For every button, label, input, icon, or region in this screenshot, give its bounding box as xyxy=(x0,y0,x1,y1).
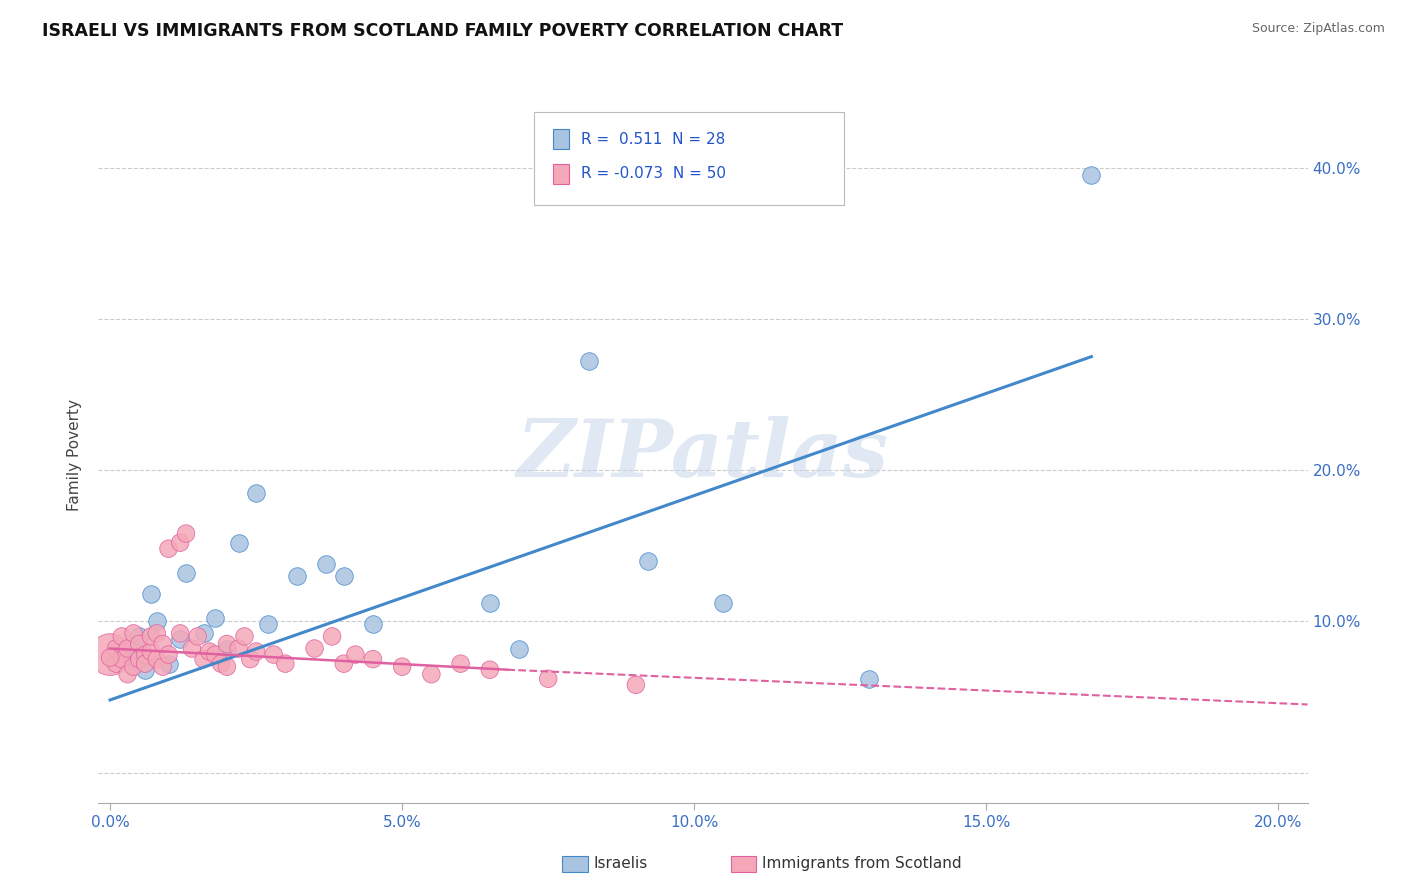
Point xyxy=(478,596,501,610)
Point xyxy=(128,652,150,666)
Point xyxy=(204,611,226,625)
Text: ISRAELI VS IMMIGRANTS FROM SCOTLAND FAMILY POVERTY CORRELATION CHART: ISRAELI VS IMMIGRANTS FROM SCOTLAND FAMI… xyxy=(42,22,844,40)
Text: R =  0.511  N = 28: R = 0.511 N = 28 xyxy=(581,132,725,146)
Point xyxy=(193,626,215,640)
Text: Immigrants from Scotland: Immigrants from Scotland xyxy=(762,856,962,871)
Point xyxy=(169,626,191,640)
Point xyxy=(361,617,384,632)
Point xyxy=(508,641,530,656)
Point xyxy=(256,617,278,632)
Point xyxy=(111,652,134,666)
Point xyxy=(332,657,354,671)
Y-axis label: Family Poverty: Family Poverty xyxy=(67,399,83,511)
Point xyxy=(122,659,145,673)
Point xyxy=(858,672,880,686)
Point xyxy=(128,629,150,643)
Point xyxy=(344,648,367,662)
Point xyxy=(537,672,560,686)
Point xyxy=(152,659,174,673)
Point xyxy=(228,641,250,656)
Point xyxy=(139,644,162,658)
Point xyxy=(209,657,232,671)
Point xyxy=(139,587,162,601)
Text: Israelis: Israelis xyxy=(593,856,648,871)
Point xyxy=(157,657,180,671)
Point xyxy=(157,648,180,662)
Point xyxy=(1080,168,1102,182)
Point xyxy=(239,652,262,666)
Point xyxy=(98,648,121,662)
Point xyxy=(315,557,337,571)
Point xyxy=(128,637,150,651)
Point xyxy=(578,354,600,368)
Point xyxy=(152,637,174,651)
Point xyxy=(285,569,308,583)
Point xyxy=(263,648,285,662)
Point xyxy=(169,632,191,647)
Point xyxy=(111,644,134,658)
Point xyxy=(134,648,156,662)
Point xyxy=(134,663,156,677)
Point xyxy=(139,629,162,643)
Point xyxy=(478,663,501,677)
Point xyxy=(228,535,250,549)
Point xyxy=(193,652,215,666)
Point xyxy=(117,641,139,656)
Point xyxy=(713,596,735,610)
Point xyxy=(332,569,354,583)
Point xyxy=(169,535,191,549)
Point xyxy=(637,554,659,568)
Point xyxy=(146,615,169,629)
Point xyxy=(420,667,443,681)
Point xyxy=(233,629,256,643)
Point xyxy=(245,644,267,658)
Point xyxy=(174,526,197,541)
Point xyxy=(146,626,169,640)
Point xyxy=(104,648,127,662)
Point xyxy=(134,657,156,671)
Point xyxy=(157,541,180,556)
Point xyxy=(180,641,202,656)
Text: Source: ZipAtlas.com: Source: ZipAtlas.com xyxy=(1251,22,1385,36)
Text: ZIPatlas: ZIPatlas xyxy=(517,417,889,493)
Point xyxy=(245,485,267,500)
Point xyxy=(98,650,121,665)
Point xyxy=(117,641,139,656)
Point xyxy=(146,652,169,666)
Point xyxy=(215,641,238,656)
Point xyxy=(391,659,413,673)
Point xyxy=(361,652,384,666)
Point xyxy=(215,637,238,651)
Text: R = -0.073  N = 50: R = -0.073 N = 50 xyxy=(581,167,725,181)
Point xyxy=(187,629,209,643)
Point xyxy=(174,566,197,580)
Point xyxy=(122,650,145,665)
Point xyxy=(274,657,297,671)
Point xyxy=(321,629,343,643)
Point xyxy=(198,644,221,658)
Point xyxy=(122,626,145,640)
Point xyxy=(111,629,134,643)
Point xyxy=(117,667,139,681)
Point xyxy=(450,657,472,671)
Point xyxy=(104,657,127,671)
Point xyxy=(104,641,127,656)
Point xyxy=(624,678,647,692)
Point xyxy=(204,648,226,662)
Point xyxy=(304,641,326,656)
Point xyxy=(215,659,238,673)
